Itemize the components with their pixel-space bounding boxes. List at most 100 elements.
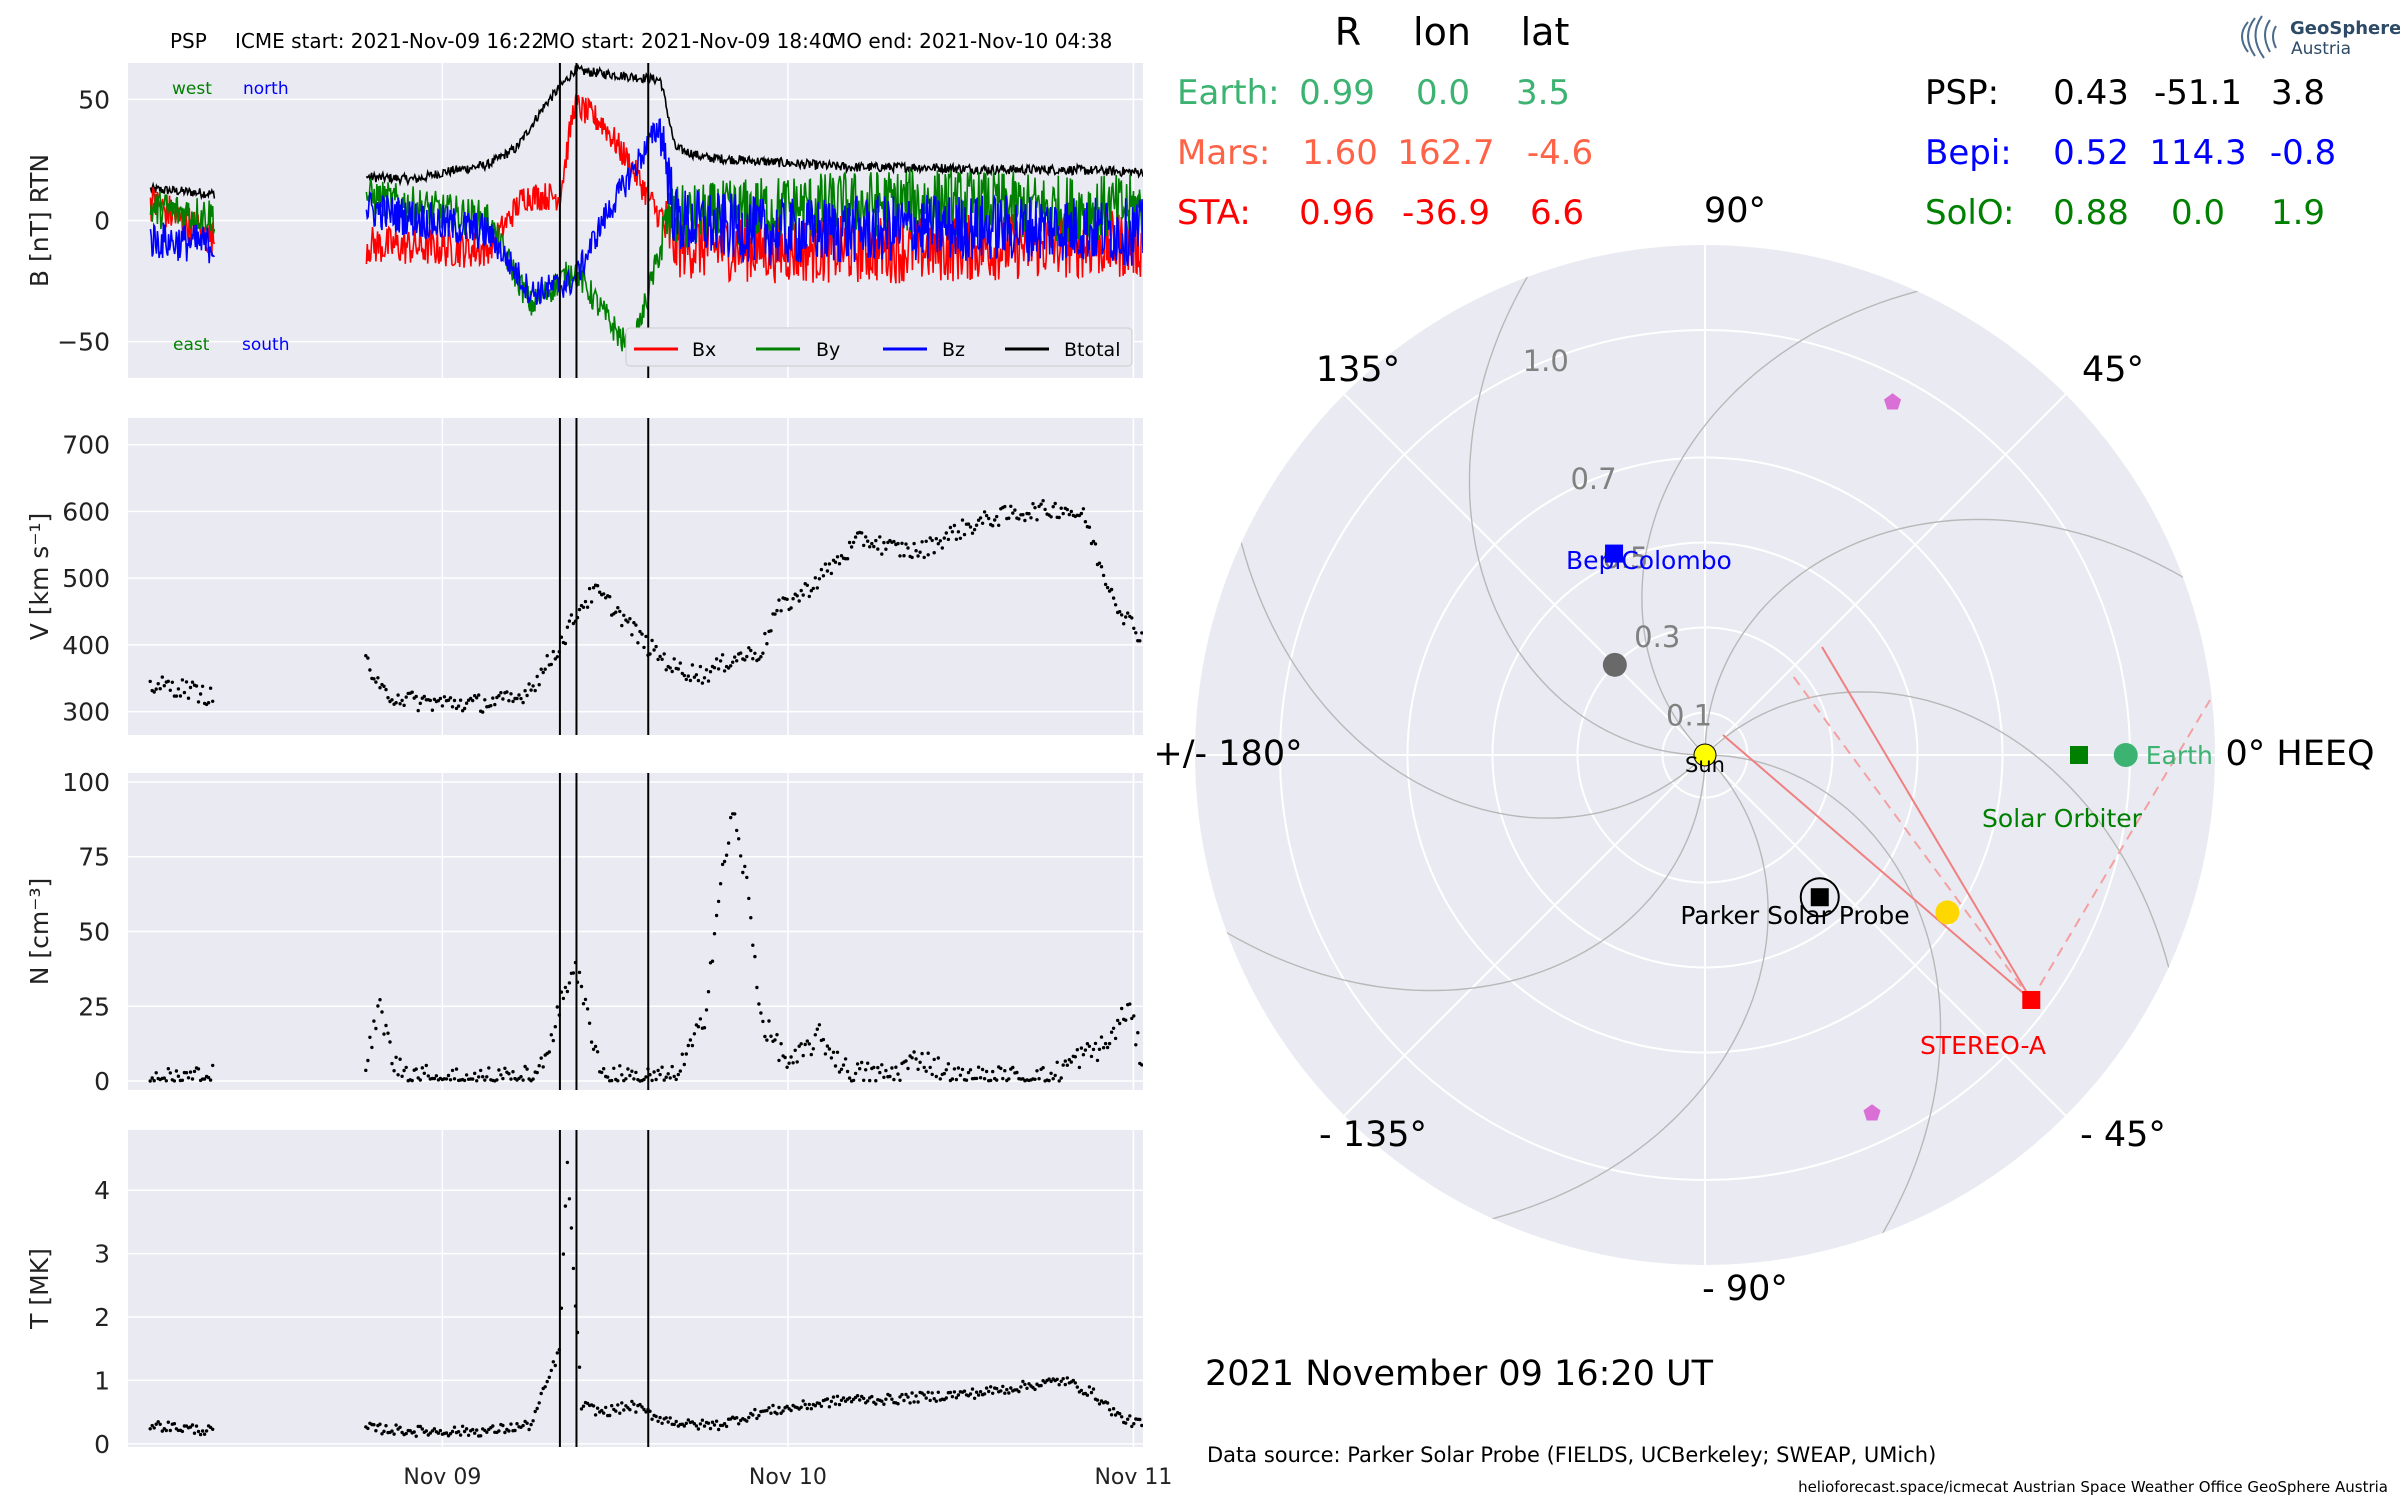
- series-btotal-line: [365, 63, 1143, 187]
- ytick-label: 700: [62, 431, 110, 460]
- ytick-label: 2: [94, 1303, 110, 1332]
- angle-label: +/- 180°: [1153, 734, 1302, 774]
- row-psp-name: PSP:: [1925, 73, 1999, 113]
- row-mars-lat: -4.6: [1527, 133, 1593, 173]
- panel-4: 4 3 2 1 0 T [MK] Nov 09 Nov 10 Nov 11: [25, 1130, 1172, 1490]
- header-icme-start: ICME start: 2021-Nov-09 16:22: [235, 29, 544, 53]
- parker-spiral: [1195, 754, 1706, 992]
- sun-label: Sun: [1685, 753, 1725, 777]
- angle-label: 0° HEEQ: [2226, 734, 2375, 774]
- row-psp-r: 0.43: [2053, 73, 2129, 113]
- ytick-label: 75: [78, 843, 110, 872]
- footer-credits: helioforecast.space/icmecat Austrian Spa…: [1798, 1478, 2388, 1496]
- series-btotal-line: [149, 181, 216, 201]
- earth-marker: [2113, 743, 2138, 767]
- ylabel: N [cm⁻³]: [25, 878, 54, 985]
- polar-spoke: [1704, 754, 2067, 1117]
- ylabel: V [km s⁻¹]: [25, 513, 54, 641]
- table-header-r: R: [1335, 10, 1361, 54]
- panel-background: [128, 1130, 1143, 1447]
- panel-1: 50 0 −50 B [nT] RTN: [25, 63, 1143, 378]
- sta-fov-line: [1821, 646, 2033, 1001]
- legend-box: [625, 327, 1133, 367]
- legend-by-label: By: [816, 339, 840, 361]
- r-label: 1.0: [1523, 344, 1569, 378]
- row-earth-lat: 3.5: [1516, 73, 1570, 113]
- row-earth-lon: 0.0: [1416, 73, 1470, 113]
- row-sta-r: 0.96: [1299, 193, 1375, 233]
- sta-marker: [2022, 990, 2041, 1009]
- south-label: south: [242, 335, 289, 355]
- parker-spiral: [1439, 754, 1769, 1231]
- ytick-label: 600: [62, 497, 110, 526]
- xtick-label: Nov 11: [1094, 1465, 1172, 1490]
- row-bepi-r: 0.52: [2053, 133, 2129, 173]
- ytick-label: 0: [94, 1430, 110, 1459]
- xtick-label: Nov 10: [749, 1465, 827, 1490]
- planet-yellow-marker: [1935, 900, 1960, 925]
- bepi-marker: [1605, 544, 1624, 563]
- polar-objects: Sun Earth Solar Orbiter Parker Solar Probe B…: [1566, 393, 2213, 1121]
- r-label: 0.1: [1666, 699, 1712, 733]
- polar-spoke: [1343, 754, 1706, 1117]
- table-header-lat: lat: [1521, 10, 1570, 54]
- row-psp-lat: 3.8: [2271, 73, 2325, 113]
- r-label: 0.7: [1570, 462, 1616, 496]
- panel-3: 100 75 50 25 0 N [cm⁻³]: [25, 768, 1143, 1096]
- footer-date: 2021 November 09 16:20 UT: [1205, 1354, 1714, 1394]
- ytick-label: 4: [94, 1176, 110, 1205]
- ytick-label: 0: [94, 207, 110, 236]
- angle-label: 90°: [1704, 191, 1766, 231]
- series-bz-line: [149, 222, 216, 264]
- ytick-label: 1: [94, 1366, 110, 1395]
- geosphere-icon: [2241, 15, 2277, 59]
- solo-label: Solar Orbiter: [1982, 804, 2143, 833]
- legend-bx-label: Bx: [692, 339, 716, 361]
- parker-spiral: [1641, 279, 1971, 756]
- row-solo-name: SolO:: [1925, 193, 2014, 233]
- psp-marker: [1810, 888, 1829, 907]
- data-layer: [149, 63, 1143, 366]
- parker-spiral: [1704, 754, 1942, 1265]
- west-label: west: [172, 79, 212, 99]
- row-earth-r: 0.99: [1299, 73, 1375, 113]
- row-sta-name: STA:: [1177, 193, 1251, 233]
- row-sta-lon: -36.9: [1402, 193, 1490, 233]
- legend-btotal-label: Btotal: [1064, 339, 1120, 361]
- logo-line1: GeoSphere: [2290, 18, 2400, 39]
- row-solo-lat: 1.9: [2271, 193, 2325, 233]
- row-bepi-name: Bepi:: [1925, 133, 2012, 173]
- position-table: R lon lat Earth: 0.99 0.0 3.5 Mars: 1.60…: [1177, 10, 2336, 233]
- planet-gray-marker: [1602, 652, 1627, 677]
- footer-source: Data source: Parker Solar Probe (FIELDS,…: [1207, 1443, 1936, 1467]
- north-label: north: [243, 79, 289, 99]
- ylabel: B [nT] RTN: [25, 154, 54, 287]
- header-mo-end: MO end: 2021-Nov-10 04:38: [829, 29, 1112, 53]
- ytick-label: 0: [94, 1067, 110, 1096]
- parker-spiral: [1468, 245, 1706, 756]
- ytick-label: 50: [78, 918, 110, 947]
- earth-label: Earth: [2146, 741, 2213, 770]
- xtick-label: Nov 09: [403, 1465, 481, 1490]
- ytick-label: 50: [78, 85, 110, 114]
- row-mars-lon: 162.7: [1397, 133, 1494, 173]
- row-mars-r: 1.60: [1302, 133, 1378, 173]
- ylabel: T [MK]: [25, 1248, 54, 1330]
- solo-marker: [2070, 746, 2088, 764]
- parker-spiral: [1704, 691, 2181, 1021]
- ytick-label: 100: [62, 768, 110, 797]
- row-psp-lon: -51.1: [2154, 73, 2242, 113]
- sta-label: STEREO-A: [1920, 1031, 2046, 1060]
- header-mo-start: MO start: 2021-Nov-09 18:40: [542, 29, 834, 53]
- row-earth-name: Earth:: [1177, 73, 1280, 113]
- psp-ring: [1799, 877, 1840, 918]
- ytick-label: 400: [62, 631, 110, 660]
- b-legend: Bx By Bz Btotal: [625, 327, 1133, 367]
- bepi-label: BepiColombo: [1566, 546, 1732, 575]
- polar-spoke: [1343, 393, 1706, 756]
- header-spacecraft: PSP: [170, 29, 207, 53]
- polar-spoke: [1704, 393, 2067, 756]
- psp-label: Parker Solar Probe: [1680, 901, 1909, 930]
